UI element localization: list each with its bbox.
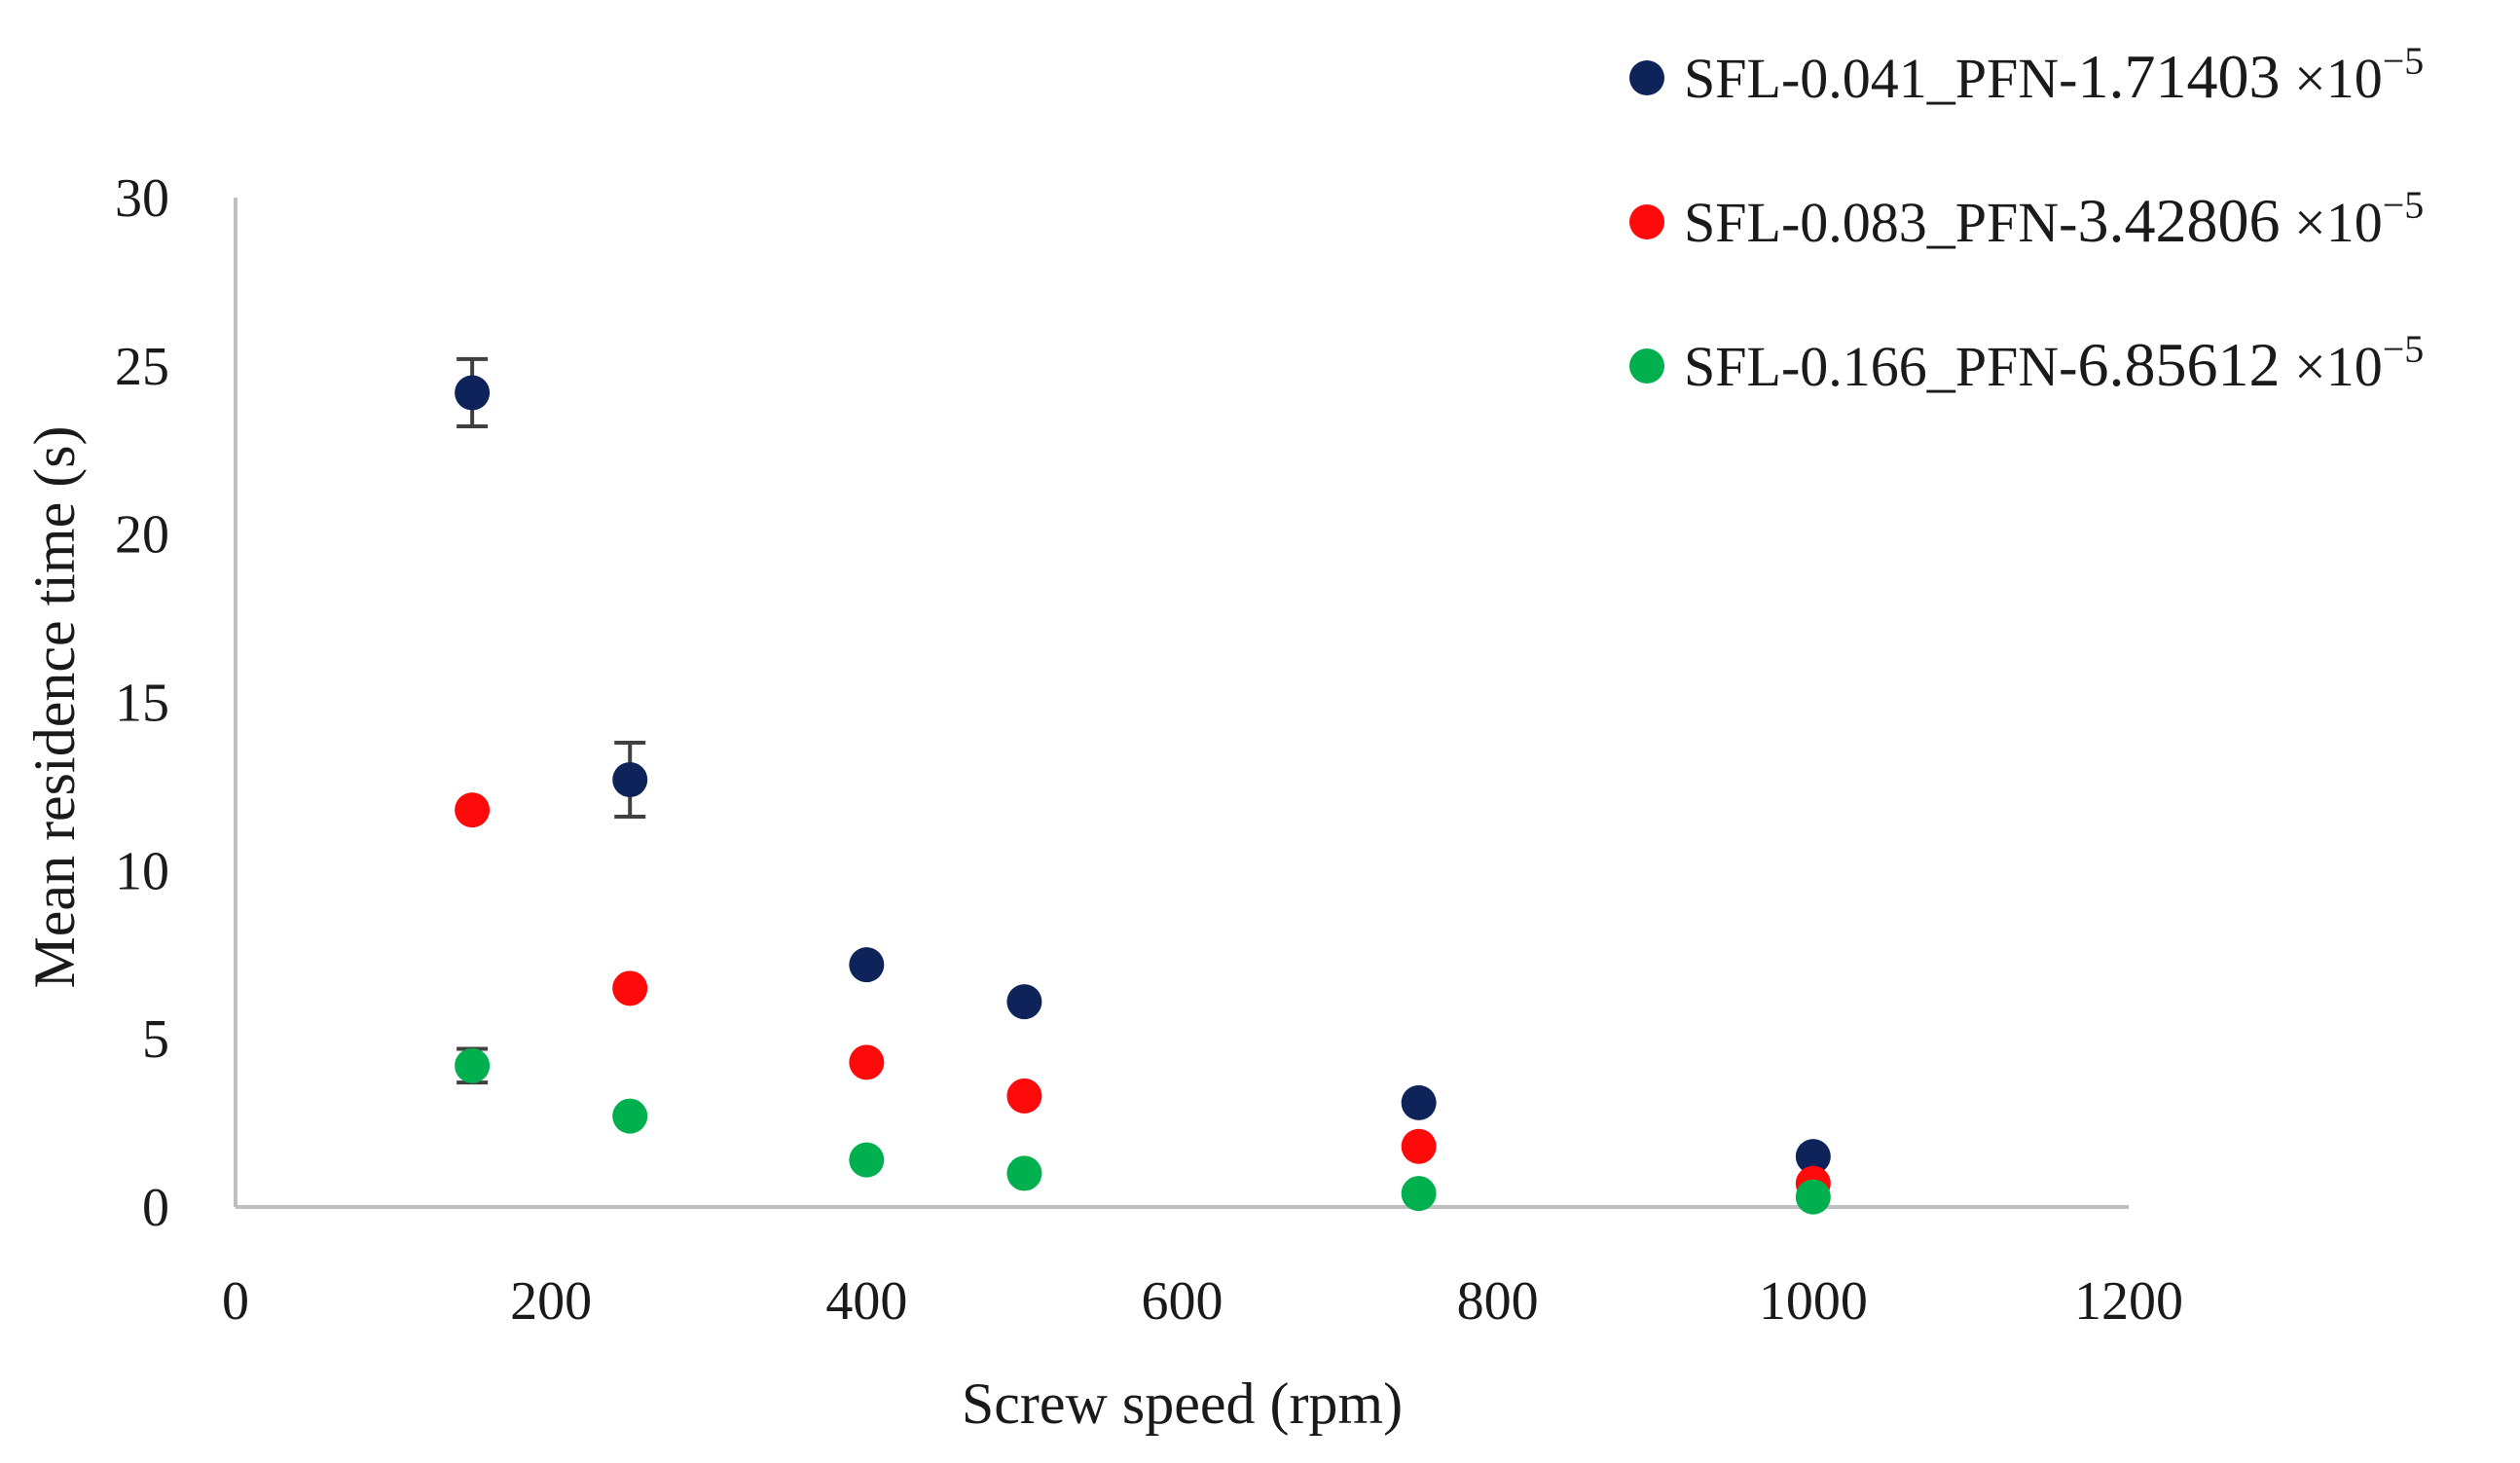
data-point-series-2 bbox=[612, 970, 648, 1006]
x-tick-label: 0 bbox=[222, 1271, 249, 1332]
x-tick-label: 1000 bbox=[1759, 1271, 1868, 1332]
data-point-series-2 bbox=[849, 1044, 885, 1080]
x-tick-label: 600 bbox=[1142, 1271, 1223, 1332]
legend-item: SFL-0.083_PFN-3.42806 ×10−5 bbox=[1629, 183, 2424, 255]
legend-marker bbox=[1629, 60, 1664, 95]
legend-item: SFL-0.041_PFN-1.71403 ×10−5 bbox=[1629, 39, 2424, 111]
y-tick-label: 5 bbox=[142, 1009, 169, 1070]
legend-number: 6.85612 bbox=[2077, 330, 2280, 399]
legend-label: SFL-0.041_PFN-1.71403 ×10−5 bbox=[1684, 39, 2424, 111]
data-point-series-1 bbox=[612, 762, 648, 798]
data-point-series-3 bbox=[1401, 1176, 1437, 1212]
legend-exponent: −5 bbox=[2383, 327, 2425, 371]
legend-label: SFL-0.166_PFN-6.85612 ×10−5 bbox=[1684, 327, 2424, 399]
data-point-series-3 bbox=[1795, 1179, 1831, 1215]
x-tick-label: 200 bbox=[510, 1271, 592, 1332]
legend-marker bbox=[1629, 348, 1664, 384]
x-tick-label: 400 bbox=[825, 1271, 907, 1332]
data-point-series-1 bbox=[1795, 1139, 1831, 1175]
data-point-series-3 bbox=[849, 1142, 885, 1178]
legend-times: ×10 bbox=[2280, 191, 2382, 254]
legend-label: SFL-0.083_PFN-3.42806 ×10−5 bbox=[1684, 183, 2424, 255]
legend-item: SFL-0.166_PFN-6.85612 ×10−5 bbox=[1629, 327, 2424, 399]
y-tick-label: 15 bbox=[115, 674, 169, 734]
data-point-series-1 bbox=[455, 375, 491, 411]
legend-number: 3.42806 bbox=[2077, 186, 2280, 255]
y-axis-title: Mean residence time (s) bbox=[22, 425, 87, 988]
legend-times: ×10 bbox=[2280, 47, 2382, 110]
error-bars bbox=[457, 356, 646, 1085]
legend-prefix: SFL-0.041_PFN- bbox=[1684, 47, 2077, 110]
y-tick-label: 30 bbox=[115, 168, 169, 229]
x-tick-labels: 0 200 400 600 800 1000 1200 bbox=[222, 1271, 2183, 1332]
data-point-series-3 bbox=[1006, 1155, 1042, 1191]
data-point-series-1 bbox=[1401, 1084, 1437, 1120]
legend-times: ×10 bbox=[2280, 335, 2382, 398]
legend-number: 1.71403 bbox=[2077, 42, 2280, 111]
legend-exponent: −5 bbox=[2383, 183, 2425, 227]
legend-prefix: SFL-0.083_PFN- bbox=[1684, 191, 2077, 254]
y-tick-label: 25 bbox=[115, 337, 169, 397]
data-points bbox=[455, 375, 1831, 1215]
x-tick-label: 1200 bbox=[2074, 1271, 2183, 1332]
data-point-series-1 bbox=[849, 947, 885, 983]
data-point-series-3 bbox=[455, 1047, 491, 1083]
data-point-series-1 bbox=[1006, 984, 1042, 1020]
y-tick-label: 20 bbox=[115, 505, 169, 566]
data-point-series-2 bbox=[1401, 1128, 1437, 1164]
legend-exponent: −5 bbox=[2383, 39, 2425, 83]
data-point-series-2 bbox=[1006, 1078, 1042, 1114]
legend: SFL-0.041_PFN-1.71403 ×10−5SFL-0.083_PFN… bbox=[1629, 39, 2424, 399]
y-tick-label: 10 bbox=[115, 841, 169, 901]
data-point-series-3 bbox=[612, 1098, 648, 1134]
legend-marker bbox=[1629, 204, 1664, 239]
y-tick-label: 0 bbox=[142, 1178, 169, 1238]
x-tick-label: 800 bbox=[1457, 1271, 1539, 1332]
legend-prefix: SFL-0.166_PFN- bbox=[1684, 335, 2077, 398]
x-axis-title: Screw speed (rpm) bbox=[962, 1372, 1403, 1436]
data-point-series-2 bbox=[455, 792, 491, 828]
y-tick-labels: 0 5 10 15 20 25 30 bbox=[115, 168, 169, 1238]
